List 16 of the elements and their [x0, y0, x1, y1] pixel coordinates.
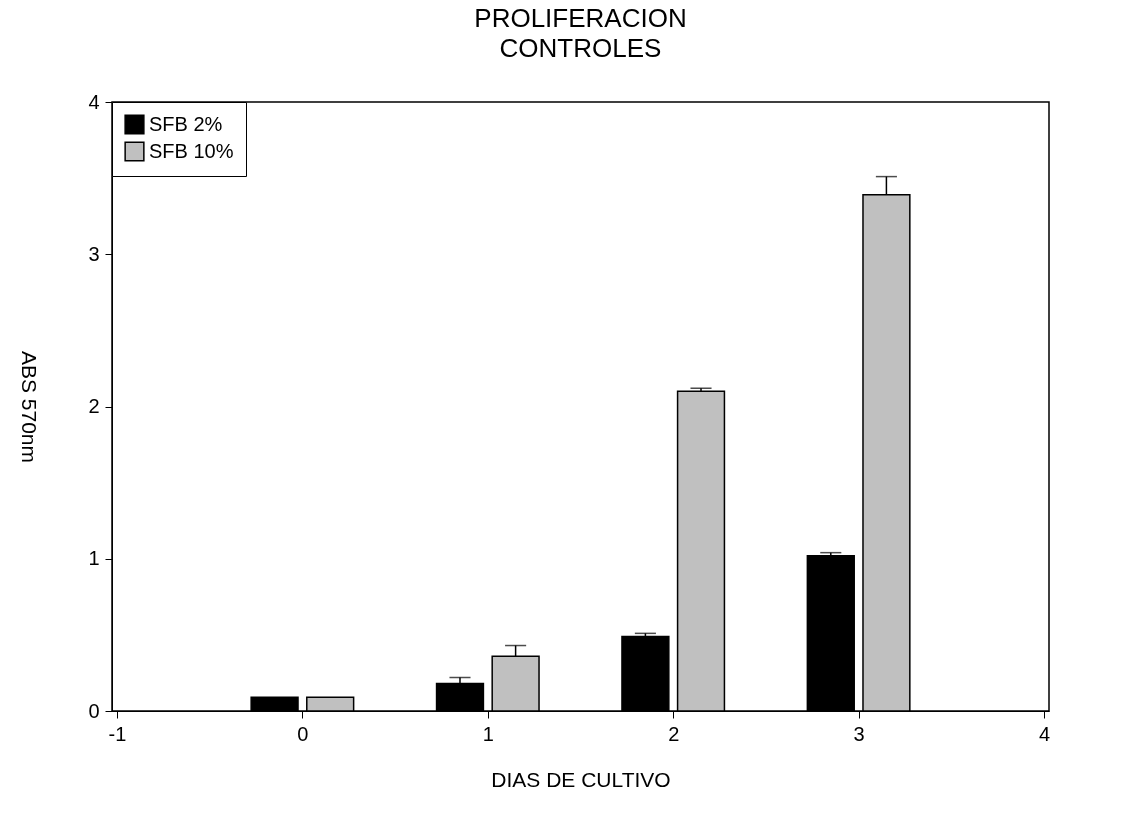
x-tick-label: 2	[668, 722, 680, 745]
x-axis-title: DIAS DE CULTIVO	[491, 767, 671, 791]
x-tick-label: -1	[108, 722, 127, 745]
x-tick-label: 0	[297, 722, 309, 745]
chart-title: PROLIFERACION CONTROLES	[474, 3, 687, 63]
x-tick-label: 4	[1038, 722, 1051, 745]
x-tick-label: 3	[853, 722, 865, 745]
x-tick-label: 1	[482, 722, 494, 745]
y-tick-label: 4	[88, 90, 100, 113]
legend-label: SFB 10%	[149, 139, 234, 162]
y-axis-title: ABS 570nm	[18, 350, 42, 464]
y-tick-label: 1	[88, 547, 100, 570]
legend-label: SFB 2%	[149, 112, 223, 135]
y-tick-label: 0	[88, 699, 100, 722]
y-tick-label: 2	[88, 395, 100, 417]
y-tick-label: 3	[88, 242, 100, 265]
